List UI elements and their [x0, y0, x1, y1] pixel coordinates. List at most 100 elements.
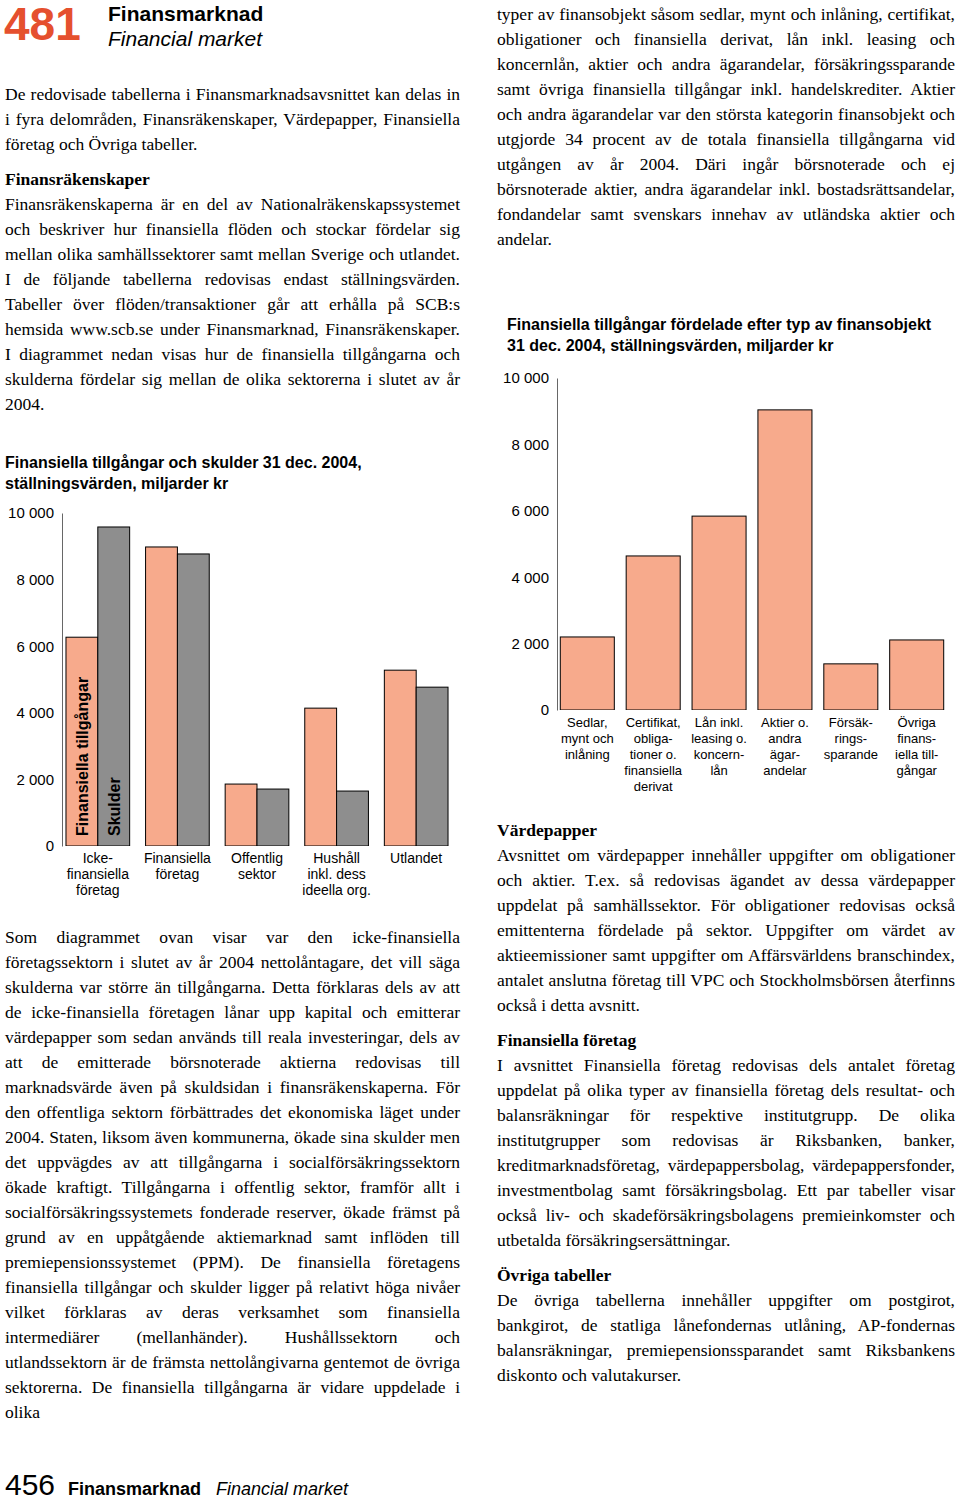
x-axis: Sedlar,mynt ochinlåningCertifikat,obliga…	[561, 710, 938, 794]
y-tick-label: 4 000	[16, 704, 54, 721]
x-tick-label: Lån inkl.leasing o.koncern-lån	[691, 715, 747, 778]
x-tick-label: Offentligsektor	[231, 850, 283, 882]
y-tick: 8 000	[511, 436, 557, 453]
y-tick-label: 6 000	[511, 502, 549, 519]
x-tick-label-line: koncern-	[694, 747, 745, 762]
y-tick-label: 2 000	[16, 771, 54, 788]
x-tick-label-line: Offentlig	[231, 850, 283, 866]
x-tick-label-line: Utlandet	[390, 850, 442, 866]
bar	[626, 556, 680, 710]
y-tick-label: 0	[46, 837, 54, 854]
y-axis-line	[557, 379, 558, 711]
bar	[560, 637, 614, 710]
bar	[692, 516, 746, 710]
x-tick: Utlandet	[390, 846, 442, 866]
section-text: I avsnittet Finansiella företag redovisa…	[497, 1053, 955, 1253]
x-axis: Icke-finansiellaföretag Finansiellaföreta…	[67, 846, 443, 898]
x-tick-label: Certifikat,obliga-tioner o.finansiellade…	[624, 715, 683, 794]
x-tick-label-line: inlåning	[565, 747, 610, 762]
x-tick-label-line: finansiella	[624, 763, 683, 778]
x-tick-label-line: Sedlar,	[567, 715, 607, 730]
bar	[225, 784, 257, 846]
x-tick-label: Försäk-rings-sparande	[824, 715, 878, 762]
x-tick: Hushållinkl. dessideella org.	[302, 846, 371, 898]
bar	[146, 547, 178, 846]
y-axis: 0 2 000 4 000 6 000 8 000 10 000	[503, 369, 557, 718]
x-tick-label-line: inkl. dess	[307, 866, 365, 882]
section-text: Avsnittet om värdepapper innehåller uppg…	[497, 843, 955, 1018]
x-tick-label-line: rings-	[835, 731, 868, 746]
x-tick: Offentligsektor	[231, 846, 283, 882]
section-text: De övriga tabellerna innehåller uppgifte…	[497, 1288, 955, 1388]
x-tick-label-line: Hushåll	[313, 850, 360, 866]
paragraph: Finansräkenskaperna är en del av Nationa…	[5, 192, 460, 417]
x-tick: Övrigafinans-iella till-gångar	[895, 710, 938, 778]
y-tick: 10 000	[503, 369, 557, 386]
x-tick-label: Finansiellaföretag	[144, 850, 211, 882]
x-tick-label-line: Övriga	[898, 715, 937, 730]
footer-page-number: 456	[5, 1469, 55, 1501]
chart: 0 2 000 4 000 6 000 8 000 10 000 Icke-finansie…	[0, 500, 470, 900]
x-tick-label: Icke-finansiellaföretag	[67, 850, 129, 898]
x-tick-label-line: företag	[76, 882, 120, 898]
y-tick: 4 000	[511, 569, 557, 586]
series-label: Skulder	[106, 777, 123, 836]
bar	[890, 640, 944, 710]
bar	[66, 637, 98, 846]
y-axis-line	[62, 514, 63, 847]
x-tick-label-line: lån	[710, 763, 727, 778]
x-tick-label-line: leasing o.	[691, 731, 747, 746]
paragraph: Som diagrammet ovan visar var den icke-f…	[5, 925, 460, 1425]
x-tick: Försäk-rings-sparande	[824, 710, 878, 762]
bar	[384, 670, 416, 846]
page-number: 481	[4, 0, 81, 51]
y-axis: 0 2 000 4 000 6 000 8 000 10 000	[8, 504, 62, 854]
heading: Finansräkenskaper	[5, 167, 150, 192]
bar	[177, 554, 209, 846]
page-title: Finansmarknad	[108, 1, 263, 26]
x-tick: Lån inkl.leasing o.koncern-lån	[691, 710, 747, 778]
x-tick-label-line: ideella org.	[302, 882, 371, 898]
chart-title: Finansiella tillgångar fördelade efter t…	[507, 314, 952, 356]
x-tick: Sedlar,mynt ochinlåning	[561, 710, 614, 762]
chart-title: Finansiella tillgångar och skulder 31 de…	[5, 452, 460, 494]
x-tick-label-line: andra	[768, 731, 802, 746]
bar	[758, 410, 812, 710]
y-tick-label: 2 000	[511, 635, 549, 652]
y-tick: 10 000	[8, 504, 62, 521]
page: 481FinansmarknadFinancial marketDe redov…	[0, 0, 960, 1501]
x-tick-label-line: sparande	[824, 747, 878, 762]
x-tick: Icke-finansiellaföretag	[67, 846, 129, 898]
x-tick: Finansiellaföretag	[144, 846, 211, 882]
x-tick-label-line: andelar	[763, 763, 807, 778]
x-tick-label: Hushållinkl. dessideella org.	[302, 850, 371, 898]
bar	[337, 791, 369, 846]
footer-subtitle: Financial market	[216, 1478, 348, 1500]
y-tick: 0	[46, 837, 62, 854]
x-tick-label: Övrigafinans-iella till-gångar	[895, 715, 938, 778]
y-tick: 4 000	[16, 704, 62, 721]
y-tick-label: 8 000	[16, 571, 54, 588]
bar	[257, 789, 289, 846]
y-tick-label: 0	[541, 701, 549, 718]
x-tick-label-line: sektor	[238, 866, 276, 882]
x-tick-label: Sedlar,mynt ochinlåning	[561, 715, 614, 762]
section-heading: Övriga tabeller	[497, 1263, 955, 1288]
y-tick-label: 6 000	[16, 638, 54, 655]
series-labels: Finansiella tillgångarSkulder	[74, 677, 123, 836]
x-tick-label-line: mynt och	[561, 731, 614, 746]
y-tick: 2 000	[511, 635, 557, 652]
y-tick-label: 8 000	[511, 436, 549, 453]
y-tick: 8 000	[16, 571, 62, 588]
bar	[416, 687, 448, 846]
y-tick: 0	[541, 701, 557, 718]
chart: 0 2 000 4 000 6 000 8 000 10 000 Sedlar,mynt o…	[495, 365, 960, 815]
x-tick-label-line: företag	[156, 866, 200, 882]
y-tick: 6 000	[16, 638, 62, 655]
x-tick-label-line: finans-	[897, 731, 936, 746]
x-tick-label-line: Lån inkl.	[695, 715, 743, 730]
x-tick: Aktier o.andraägar-andelar	[761, 710, 809, 778]
x-tick-label-line: Försäk-	[829, 715, 873, 730]
page-subtitle: Financial market	[108, 26, 262, 51]
paragraph: De redovisade tabellerna i Finansmarknad…	[5, 82, 460, 157]
